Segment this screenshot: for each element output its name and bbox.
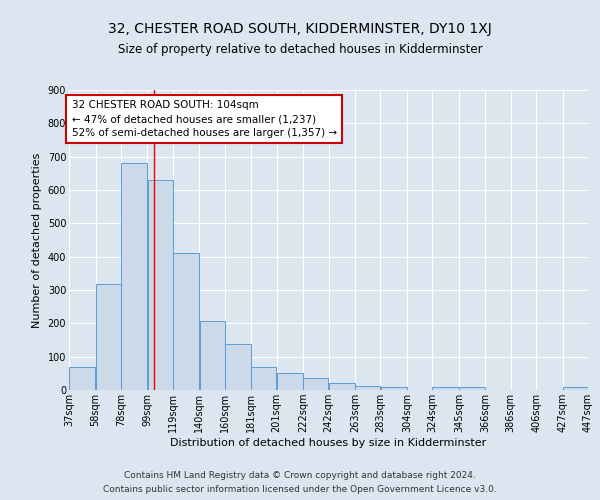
Bar [304, 378, 328, 390]
Bar [96, 284, 121, 390]
Text: Contains HM Land Registry data © Crown copyright and database right 2024.: Contains HM Land Registry data © Crown c… [124, 472, 476, 480]
Text: Contains public sector information licensed under the Open Government Licence v3: Contains public sector information licen… [103, 484, 497, 494]
Bar [355, 386, 380, 390]
Bar [380, 386, 407, 390]
Text: 32, CHESTER ROAD SOUTH, KIDDERMINSTER, DY10 1XJ: 32, CHESTER ROAD SOUTH, KIDDERMINSTER, D… [108, 22, 492, 36]
Bar [69, 366, 95, 390]
Bar [251, 366, 277, 390]
Bar [459, 388, 485, 390]
X-axis label: Distribution of detached houses by size in Kidderminster: Distribution of detached houses by size … [170, 438, 487, 448]
Bar [121, 164, 147, 390]
Bar [148, 180, 173, 390]
Bar [173, 254, 199, 390]
Bar [277, 374, 303, 390]
Bar [329, 382, 355, 390]
Bar [225, 344, 251, 390]
Bar [200, 321, 224, 390]
Y-axis label: Number of detached properties: Number of detached properties [32, 152, 42, 328]
Bar [563, 388, 588, 390]
Bar [433, 388, 458, 390]
Text: 32 CHESTER ROAD SOUTH: 104sqm
← 47% of detached houses are smaller (1,237)
52% o: 32 CHESTER ROAD SOUTH: 104sqm ← 47% of d… [71, 100, 337, 138]
Text: Size of property relative to detached houses in Kidderminster: Size of property relative to detached ho… [118, 42, 482, 56]
